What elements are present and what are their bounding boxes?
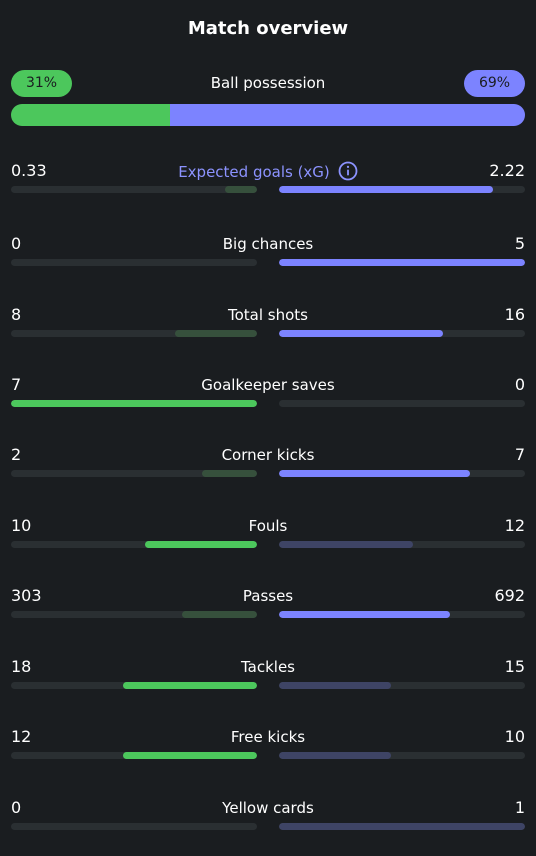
stat-row: 0 Yellow cards 1 <box>11 798 525 838</box>
away-stat-value: 15 <box>504 657 525 676</box>
home-stat-bar <box>11 259 257 266</box>
possession-label: Ball possession <box>210 74 326 92</box>
home-stat-value: 12 <box>11 727 32 746</box>
stat-label: Fouls <box>11 516 525 536</box>
possession-bar-away <box>170 104 525 126</box>
stat-row: 18 Tackles 15 <box>11 657 525 697</box>
stat-label: Total shots <box>11 305 525 325</box>
home-stat-bar-fill <box>122 682 257 689</box>
away-stat-value: 692 <box>494 586 525 605</box>
home-stat-value: 2 <box>11 445 22 464</box>
home-stat-bar <box>11 330 257 337</box>
stat-label-text: Expected goals (xG) <box>178 163 330 181</box>
away-stat-bar <box>279 259 525 266</box>
stat-row: 2 Corner kicks 7 <box>11 445 525 485</box>
home-stat-value: 0.33 <box>11 161 47 180</box>
stat-label: Passes <box>11 586 525 606</box>
away-stat-bar <box>279 330 525 337</box>
home-possession-badge: 31% <box>11 70 72 97</box>
away-stat-bar-fill <box>279 611 451 618</box>
stat-row: 303 Passes 692 <box>11 586 525 626</box>
home-stat-value: 18 <box>11 657 32 676</box>
away-stat-bar <box>279 186 525 193</box>
stat-label-text: Corner kicks <box>221 446 315 464</box>
stat-label-text: Fouls <box>248 517 288 535</box>
stat-label-text: Tackles <box>240 658 296 676</box>
away-stat-bar <box>279 682 525 689</box>
stat-row: 10 Fouls 12 <box>11 516 525 556</box>
stat-label: Goalkeeper saves <box>11 375 525 395</box>
home-stat-bar-fill <box>225 186 257 193</box>
stat-label-text: Goalkeeper saves <box>201 376 335 394</box>
away-stat-value: 2.22 <box>489 161 525 180</box>
stat-label: Big chances <box>11 234 525 254</box>
stat-label-text: Total shots <box>228 306 308 324</box>
stat-row: 8 Total shots 16 <box>11 305 525 345</box>
away-stat-bar-fill <box>279 330 443 337</box>
home-stat-bar-fill <box>182 611 257 618</box>
home-stat-bar <box>11 752 257 759</box>
stat-label: Corner kicks <box>11 445 525 465</box>
possession-bar-home <box>11 104 171 126</box>
away-stat-value: 12 <box>504 516 525 535</box>
home-stat-bar <box>11 186 257 193</box>
stat-row: 7 Goalkeeper saves 0 <box>11 375 525 415</box>
stat-label: Yellow cards <box>11 798 525 818</box>
home-stat-bar <box>11 470 257 477</box>
home-stat-value: 10 <box>11 516 32 535</box>
away-stat-bar <box>279 541 525 548</box>
away-stat-bar <box>279 823 525 830</box>
away-stat-bar-fill <box>279 186 494 193</box>
away-stat-bar <box>279 752 525 759</box>
away-possession-badge: 69% <box>464 70 525 97</box>
away-stat-value: 1 <box>514 798 525 817</box>
away-stat-bar-fill <box>279 541 414 548</box>
away-stat-value: 5 <box>514 234 525 253</box>
home-stat-value: 0 <box>11 234 22 253</box>
home-stat-bar-fill <box>202 470 257 477</box>
away-stat-value: 7 <box>514 445 525 464</box>
stat-row: 12 Free kicks 10 <box>11 727 525 767</box>
home-stat-value: 8 <box>11 305 22 324</box>
possession-bar <box>11 104 525 126</box>
stat-label-text: Free kicks <box>230 728 306 746</box>
home-stat-bar <box>11 541 257 548</box>
home-stat-bar <box>11 682 257 689</box>
away-stat-bar <box>279 611 525 618</box>
home-stat-bar-fill <box>175 330 257 337</box>
home-stat-bar <box>11 400 257 407</box>
possession-header: 31% Ball possession 69% <box>11 70 525 97</box>
stat-label-text: Yellow cards <box>222 799 314 817</box>
stat-label-text: Passes <box>242 587 294 605</box>
home-stat-bar-fill <box>122 752 257 759</box>
away-stat-bar <box>279 470 525 477</box>
away-stat-bar <box>279 400 525 407</box>
away-stat-value: 16 <box>504 305 525 324</box>
home-stat-value: 0 <box>11 798 22 817</box>
away-stat-value: 10 <box>504 727 525 746</box>
home-stat-bar <box>11 823 257 830</box>
home-stat-bar-fill <box>11 400 257 407</box>
stat-row: 0.33 Expected goals (xG) 2.22 <box>11 161 525 201</box>
away-stat-value: 0 <box>514 375 525 394</box>
away-stat-bar-fill <box>279 823 525 830</box>
stat-label: Tackles <box>11 657 525 677</box>
away-stat-bar-fill <box>279 259 525 266</box>
panel-title: Match overview <box>187 18 349 39</box>
home-stat-bar <box>11 611 257 618</box>
stat-row: 0 Big chances 5 <box>11 234 525 274</box>
home-stat-value: 7 <box>11 375 22 394</box>
away-stat-bar-fill <box>279 752 391 759</box>
stat-label: Free kicks <box>11 727 525 747</box>
away-stat-bar-fill <box>279 470 471 477</box>
home-stat-value: 303 <box>11 586 42 605</box>
stat-label: Expected goals (xG) <box>11 161 525 182</box>
info-icon[interactable] <box>338 161 358 181</box>
away-stat-bar-fill <box>279 682 391 689</box>
home-stat-bar-fill <box>145 541 257 548</box>
stat-label-text: Big chances <box>222 235 314 253</box>
